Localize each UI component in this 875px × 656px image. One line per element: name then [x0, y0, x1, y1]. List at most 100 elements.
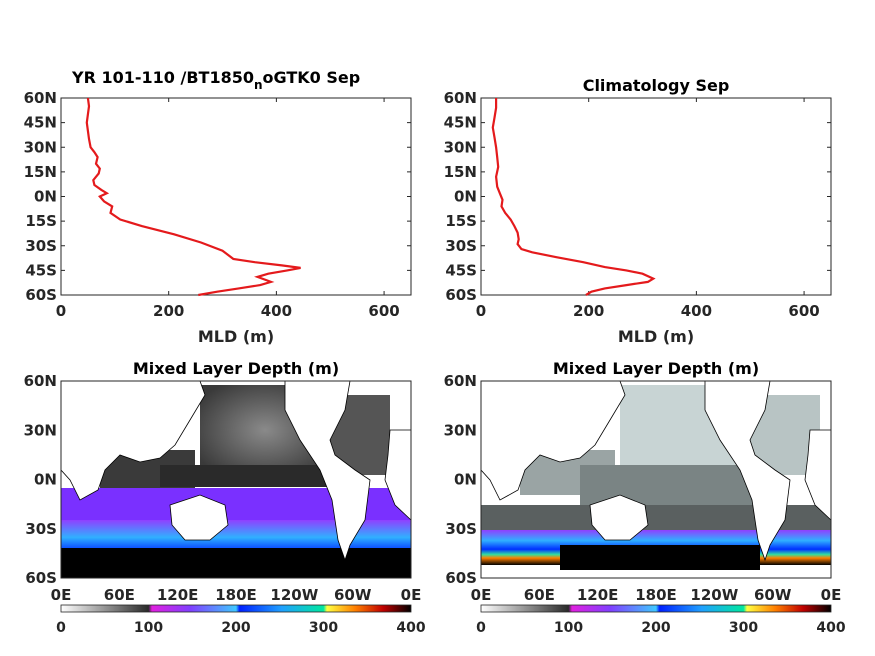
- colorbar-tick-labels: 0 100 200 300 400: [56, 620, 426, 636]
- y-tick-label: 45N: [24, 114, 57, 132]
- x-tick-label: 0E: [471, 586, 492, 604]
- profile-chart-model: YR 101-110 /BT1850noGTK0 Sep 60N 45N 30N 15…: [24, 68, 412, 346]
- x-tick-label: 60E: [524, 586, 555, 604]
- map-field: [61, 381, 411, 578]
- eurasia-landmass: [61, 381, 206, 501]
- chart-title-model: YR 101-110 /BT1850noGTK0 Sep: [71, 68, 360, 92]
- y-tick-label: 45S: [445, 261, 477, 279]
- y-tick-label: 15N: [444, 163, 477, 181]
- axes-box: [60, 97, 412, 296]
- mld-profile-line: [85, 97, 301, 297]
- y-tick-label: 0N: [454, 471, 477, 489]
- americas-landmass: [284, 381, 371, 562]
- y-tick-label: 30S: [25, 237, 57, 255]
- southern-ocean-deep: [560, 545, 760, 570]
- colorbar: [480, 604, 832, 613]
- x-tick-labels: 0E 60E 120E 180E 120W 60W 0E: [51, 586, 422, 604]
- map-frame: [60, 380, 412, 579]
- colorbar-tick-labels: 0 100 200 300 400: [476, 620, 846, 636]
- y-tick-label: 45S: [25, 261, 57, 279]
- y-tick-label: 0N: [34, 188, 57, 206]
- antarctica-edge: [61, 572, 411, 578]
- australia-landmass: [169, 494, 229, 541]
- map-title-model: Mixed Layer Depth (m): [133, 359, 339, 378]
- y-tick-label: 15N: [24, 163, 57, 181]
- x-tick-label: 120W: [270, 586, 318, 604]
- southern-ocean-deep: [61, 548, 411, 573]
- x-tick-label: 180E: [215, 586, 257, 604]
- x-tick-label: 60W: [754, 586, 792, 604]
- y-tick-label: 60S: [445, 569, 477, 587]
- y-tick-label: 15S: [25, 212, 57, 230]
- colorbar-tick-label: 200: [641, 620, 670, 636]
- y-tick-label: 30N: [444, 421, 477, 439]
- africa-landmass: [384, 429, 411, 521]
- y-tick-label: 60N: [444, 89, 477, 107]
- x-tick-labels: 0E 60E 120E 180E 120W 60W 0E: [471, 586, 842, 604]
- colorbar-tick-label: 200: [221, 620, 250, 636]
- colorbar-tick-label: 300: [729, 620, 758, 636]
- colorbar-tick-label: 100: [134, 620, 163, 636]
- x-tick-label: 200: [153, 302, 184, 320]
- y-tick-label: 0N: [454, 188, 477, 206]
- x-tick-label: 60E: [104, 586, 135, 604]
- y-tick-labels: 60N 30N 0N 30S 60S: [444, 372, 477, 587]
- x-tick-label: 0: [56, 302, 66, 320]
- colorbar-tick-label: 0: [56, 620, 66, 636]
- colorbar-tick-label: 0: [476, 620, 486, 636]
- y-tick-label: 45N: [444, 114, 477, 132]
- y-tick-label: 60S: [25, 569, 57, 587]
- title-main: YR 101-110 /BT1850: [71, 68, 254, 87]
- x-tick-label: 400: [681, 302, 712, 320]
- y-tick-label: 30N: [444, 138, 477, 156]
- y-tick-label: 30S: [25, 520, 57, 538]
- y-tick-label: 60S: [25, 286, 57, 304]
- x-tick-label: 200: [573, 302, 604, 320]
- y-tick-label: 15S: [445, 212, 477, 230]
- x-tick-label: 0E: [821, 586, 842, 604]
- x-tick-label: 120E: [577, 586, 619, 604]
- y-tick-label: 30S: [445, 237, 477, 255]
- colorbar-tick-label: 400: [396, 620, 425, 636]
- x-tick-label: 0E: [51, 586, 72, 604]
- map-title-climatology: Mixed Layer Depth (m): [553, 359, 759, 378]
- y-tick-labels: 60N 45N 30N 15N 0N 15S 30S 45S 60S: [444, 89, 831, 304]
- y-tick-label: 60N: [444, 372, 477, 390]
- australia-landmass: [589, 494, 649, 541]
- x-tick-label: 400: [261, 302, 292, 320]
- x-tick-label: 0E: [401, 586, 422, 604]
- title-subscript: n: [254, 78, 263, 92]
- mld-profile-line: [491, 98, 656, 296]
- chart-title-climatology: Climatology Sep: [583, 76, 730, 95]
- map-field: [481, 381, 831, 578]
- y-tick-labels: 60N 30N 0N 30S 60S: [24, 372, 57, 587]
- y-tick-label: 30N: [24, 421, 57, 439]
- x-tick-label: 0: [476, 302, 486, 320]
- y-tick-label: 60S: [445, 286, 477, 304]
- colorbar: [60, 604, 412, 613]
- x-tick-labels: 0 200 400 600: [476, 98, 820, 320]
- colorbar-tick-label: 300: [309, 620, 338, 636]
- africa-landmass: [804, 429, 831, 521]
- x-tick-label: 120W: [690, 586, 738, 604]
- y-tick-label: 30S: [445, 520, 477, 538]
- x-tick-label: 120E: [157, 586, 199, 604]
- map-frame: [480, 380, 832, 579]
- colorbar-tick-label: 100: [554, 620, 583, 636]
- eurasia-landmass: [481, 381, 626, 501]
- x-tick-label: 180E: [635, 586, 677, 604]
- x-tick-labels: 0 200 400 600: [56, 98, 400, 320]
- tropical-band: [160, 465, 340, 487]
- y-tick-label: 30N: [24, 138, 57, 156]
- title-end: oGTK0 Sep: [263, 68, 361, 87]
- x-axis-label: MLD (m): [618, 327, 694, 346]
- americas-landmass: [704, 381, 791, 562]
- axes-box: [480, 97, 832, 296]
- x-axis-label: MLD (m): [198, 327, 274, 346]
- profile-chart-climatology: Climatology Sep 60N45N30N15N0N15S30S45S6…: [444, 76, 832, 346]
- x-tick-label: 60W: [334, 586, 372, 604]
- y-tick-label: 60N: [24, 89, 57, 107]
